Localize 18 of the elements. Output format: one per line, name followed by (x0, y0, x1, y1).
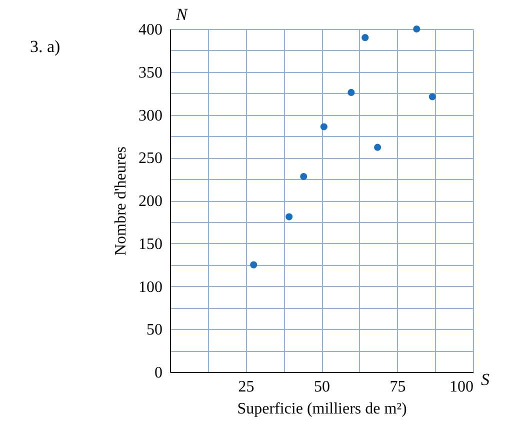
y-tick-label: 200 (138, 193, 162, 210)
text: 3. a) (30, 37, 60, 56)
x-tick-label: 75 (390, 378, 406, 396)
text: S (481, 370, 490, 389)
y-tick-label: 100 (138, 278, 162, 296)
y-tick-label: 300 (138, 107, 162, 124)
x-tick-label: 25 (238, 378, 254, 396)
y-tick-label: 150 (138, 236, 162, 253)
y-tick-label: 400 (138, 22, 162, 38)
x-tick-label: 50 (314, 378, 330, 396)
y-axis-title: Nombre d'heures (112, 146, 130, 256)
text: N (175, 5, 189, 24)
y-tick-label: 50 (146, 322, 162, 339)
x-tick-label: 100 (450, 378, 474, 396)
y-tick-label: 250 (138, 150, 162, 168)
x-axis-title: Superficie (milliers de m²) (237, 400, 407, 418)
y-tick-label: 0 (154, 364, 162, 382)
y-tick-label: 350 (138, 64, 162, 82)
